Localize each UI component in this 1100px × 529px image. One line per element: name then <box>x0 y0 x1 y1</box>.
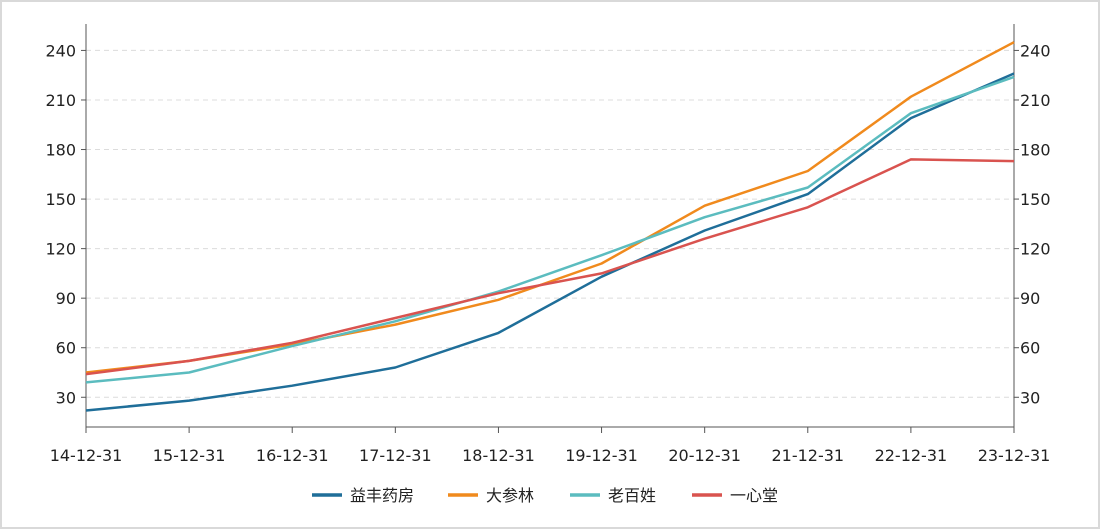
y-tick-label-right: 180 <box>1020 141 1051 160</box>
legend[interactable]: 益丰药房 大参林 老百姓 一心堂 <box>312 486 778 505</box>
y-tick-label-right: 30 <box>1020 388 1040 407</box>
series-lines <box>85 41 1015 412</box>
y-tick-label-left: 150 <box>45 190 76 209</box>
axes: 30 60 90 120 150 180 210 240 30 60 90 120 150 180 210 2… <box>45 24 1051 465</box>
y-tick-label-right: 90 <box>1020 289 1040 308</box>
y-tick-label-left: 180 <box>45 141 76 160</box>
x-tick-label: 14-12-31 <box>50 446 123 465</box>
x-tick-label: 23-12-31 <box>978 446 1051 465</box>
legend-item[interactable]: 大参林 <box>448 486 534 505</box>
y-tick-label-right: 210 <box>1020 91 1051 110</box>
x-tick-label: 21-12-31 <box>771 446 844 465</box>
x-tick-label: 20-12-31 <box>668 446 741 465</box>
x-tick-label: 15-12-31 <box>153 446 226 465</box>
y-tick-label-left: 90 <box>56 289 76 308</box>
x-tick-label: 19-12-31 <box>565 446 638 465</box>
x-tick-label: 17-12-31 <box>359 446 432 465</box>
y-tick-label-left: 30 <box>56 388 76 407</box>
x-tick-label: 16-12-31 <box>256 446 329 465</box>
x-tick-label: 22-12-31 <box>875 446 948 465</box>
grid-lines <box>86 49 1014 398</box>
y-tick-label-left: 240 <box>45 41 76 60</box>
series-line-4 <box>85 158 1015 376</box>
series-line-2 <box>85 41 1015 374</box>
legend-item[interactable]: 老百姓 <box>570 486 656 505</box>
legend-item[interactable]: 一心堂 <box>692 486 778 505</box>
series-line-3 <box>85 75 1015 384</box>
y-tick-label-left: 120 <box>45 240 76 259</box>
legend-label: 益丰药房 <box>350 486 414 505</box>
x-tick-label: 18-12-31 <box>462 446 535 465</box>
legend-label: 大参林 <box>486 486 534 505</box>
y-tick-label-right: 120 <box>1020 240 1051 259</box>
y-tick-label-right: 150 <box>1020 190 1051 209</box>
legend-label: 一心堂 <box>730 486 778 505</box>
y-tick-label-left: 60 <box>56 339 76 358</box>
legend-item[interactable]: 益丰药房 <box>312 486 414 505</box>
y-tick-label-right: 60 <box>1020 339 1040 358</box>
y-tick-label-left: 210 <box>45 91 76 110</box>
series-line-1 <box>85 72 1015 412</box>
y-tick-label-right: 240 <box>1020 41 1051 60</box>
legend-label: 老百姓 <box>608 486 656 505</box>
